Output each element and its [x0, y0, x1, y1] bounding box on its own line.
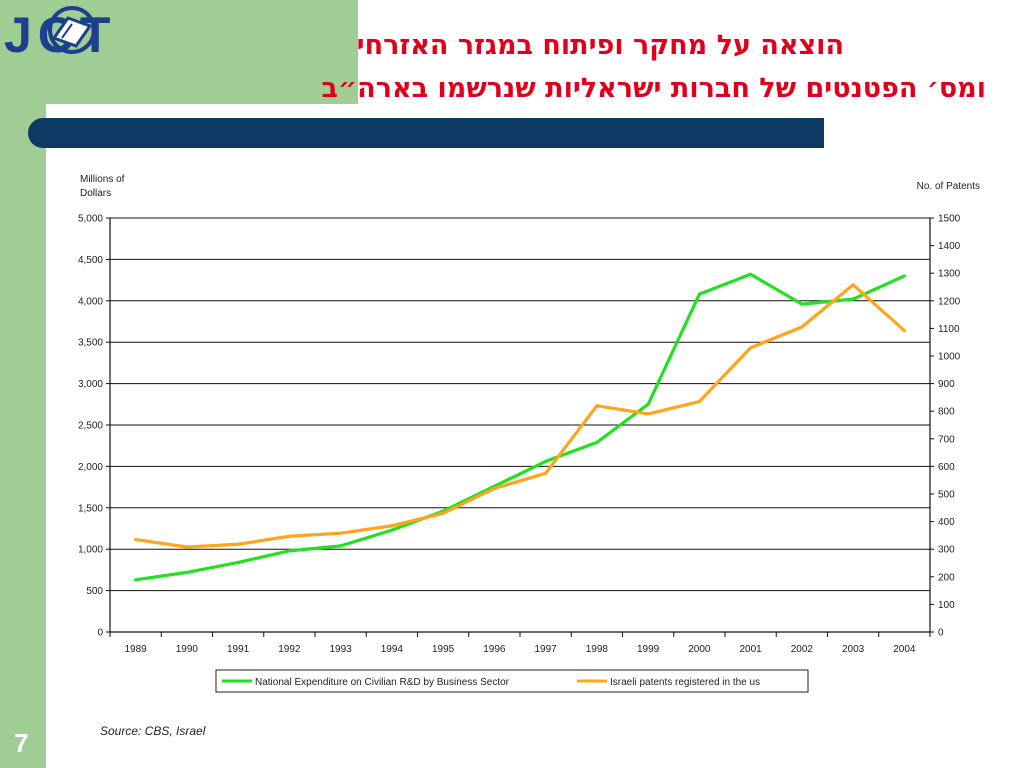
- left-green-panel: [0, 0, 46, 768]
- page-number: 7: [14, 728, 29, 758]
- right-tick-label: 1300: [938, 269, 961, 280]
- x-tick-label: 2001: [740, 644, 763, 655]
- data-point: [902, 329, 906, 333]
- series-line-patents: [135, 283, 906, 549]
- series-line-rd-expenditure: [135, 272, 906, 582]
- left-tick-label: 0: [97, 628, 103, 639]
- slide-title-line-1: הוצאה על מחקר ופיתוח במגזר האזרחי: [356, 30, 844, 61]
- x-tick-label: 1997: [535, 644, 558, 655]
- x-tick-label: 2002: [791, 644, 814, 655]
- grid-lines: [109, 217, 931, 633]
- left-tick-label: 3,000: [78, 379, 103, 390]
- data-point: [390, 528, 394, 532]
- data-point: [134, 578, 138, 582]
- data-point: [287, 549, 291, 553]
- data-point: [595, 440, 599, 444]
- data-point: [287, 534, 291, 538]
- x-tick-label: 1993: [330, 644, 353, 655]
- x-tick-label: 1991: [227, 644, 250, 655]
- data-point: [646, 412, 650, 416]
- right-tick-label: 1100: [938, 324, 960, 335]
- data-point: [800, 302, 804, 306]
- source-note: Source: CBS, Israel: [100, 724, 206, 738]
- left-axis-label-line-1: Millions of: [80, 174, 125, 185]
- data-point: [749, 272, 753, 276]
- x-tick-label: 1995: [432, 644, 455, 655]
- data-point: [441, 511, 445, 515]
- data-point: [544, 471, 548, 475]
- data-point: [544, 459, 548, 464]
- data-point: [646, 402, 650, 406]
- right-tick-label: 900: [938, 379, 955, 390]
- left-tick-label: 2,000: [78, 462, 103, 473]
- logo-book-icon: [48, 6, 96, 54]
- right-axis-label: No. of Patents: [917, 181, 980, 192]
- x-axis-ticks: 1989 1990 1991 1992 1993 1994 1995 1996 1997 1998…: [109, 632, 931, 655]
- data-point: [236, 542, 240, 546]
- left-tick-label: 3,500: [78, 338, 103, 349]
- right-tick-label: 1500: [938, 214, 961, 225]
- data-point: [185, 545, 189, 549]
- x-tick-label: 1989: [125, 644, 148, 655]
- data-point: [339, 531, 343, 535]
- right-tick-label: 700: [938, 434, 955, 445]
- data-point: [236, 560, 240, 565]
- x-tick-label: 1999: [637, 644, 660, 655]
- data-point: [902, 274, 906, 278]
- right-tick-label: 1000: [938, 352, 961, 363]
- left-axis-ticks: 0 500 1,000 1,500 2,000 2,500 3,000 3,500 4,000 4…: [78, 214, 110, 639]
- jct-logo: JCT: [4, 6, 110, 60]
- top-green-panel: [46, 0, 358, 104]
- x-tick-label: 2003: [842, 644, 865, 655]
- left-tick-label: 1,500: [78, 503, 103, 514]
- right-tick-label: 200: [938, 572, 955, 583]
- data-point: [339, 544, 343, 548]
- data-point: [595, 404, 599, 408]
- data-point: [697, 399, 701, 404]
- right-tick-label: 800: [938, 407, 955, 418]
- legend-label-rd: National Expenditure on Civilian R&D by …: [255, 677, 510, 688]
- data-point: [851, 297, 855, 301]
- data-point: [492, 486, 496, 491]
- right-tick-label: 0: [938, 628, 944, 639]
- data-point: [390, 524, 394, 528]
- title-underline-bar: [28, 118, 824, 148]
- right-axis-ticks: 0 100 200 300 400 500 600 700 800 900 1000 1100 1200…: [930, 214, 961, 639]
- series-lines: [134, 272, 906, 582]
- right-tick-label: 500: [938, 490, 955, 501]
- left-tick-label: 5,000: [78, 214, 103, 225]
- data-point: [185, 570, 189, 574]
- right-tick-label: 600: [938, 462, 955, 473]
- left-axis-label-line-2: Dollars: [80, 188, 111, 199]
- x-tick-label: 1996: [483, 644, 506, 655]
- x-tick-label: 2000: [688, 644, 711, 655]
- x-tick-label: 1994: [381, 644, 404, 655]
- right-tick-label: 300: [938, 545, 955, 556]
- rd-patents-chart: 0 500 1,000 1,500 2,000 2,500 3,000 3,500 4,000 4…: [78, 174, 980, 693]
- x-tick-label: 2004: [893, 644, 916, 655]
- legend-box: [215, 669, 809, 693]
- right-tick-label: 1200: [938, 296, 961, 307]
- x-tick-label: 1992: [278, 644, 301, 655]
- data-point: [697, 292, 701, 296]
- left-tick-label: 1,000: [78, 545, 103, 556]
- right-tick-label: 100: [938, 600, 955, 611]
- data-point: [134, 537, 138, 542]
- data-point: [749, 346, 753, 350]
- legend: National Expenditure on Civilian R&D by …: [215, 669, 809, 693]
- x-tick-label: 1998: [586, 644, 609, 655]
- left-tick-label: 4,000: [78, 296, 103, 307]
- left-tick-label: 2,500: [78, 421, 103, 432]
- slide-title-line-2: ומס׳ הפטנטים של חברות ישראליות שנרשמו בא…: [321, 73, 986, 104]
- x-tick-label: 1990: [176, 644, 199, 655]
- right-tick-label: 400: [938, 517, 955, 528]
- right-tick-label: 1400: [938, 241, 961, 252]
- legend-label-patents: Israeli patents registered in the us: [610, 677, 760, 688]
- data-point: [851, 283, 855, 287]
- left-tick-label: 500: [86, 586, 103, 597]
- left-tick-label: 4,500: [78, 255, 103, 266]
- data-point: [800, 325, 804, 329]
